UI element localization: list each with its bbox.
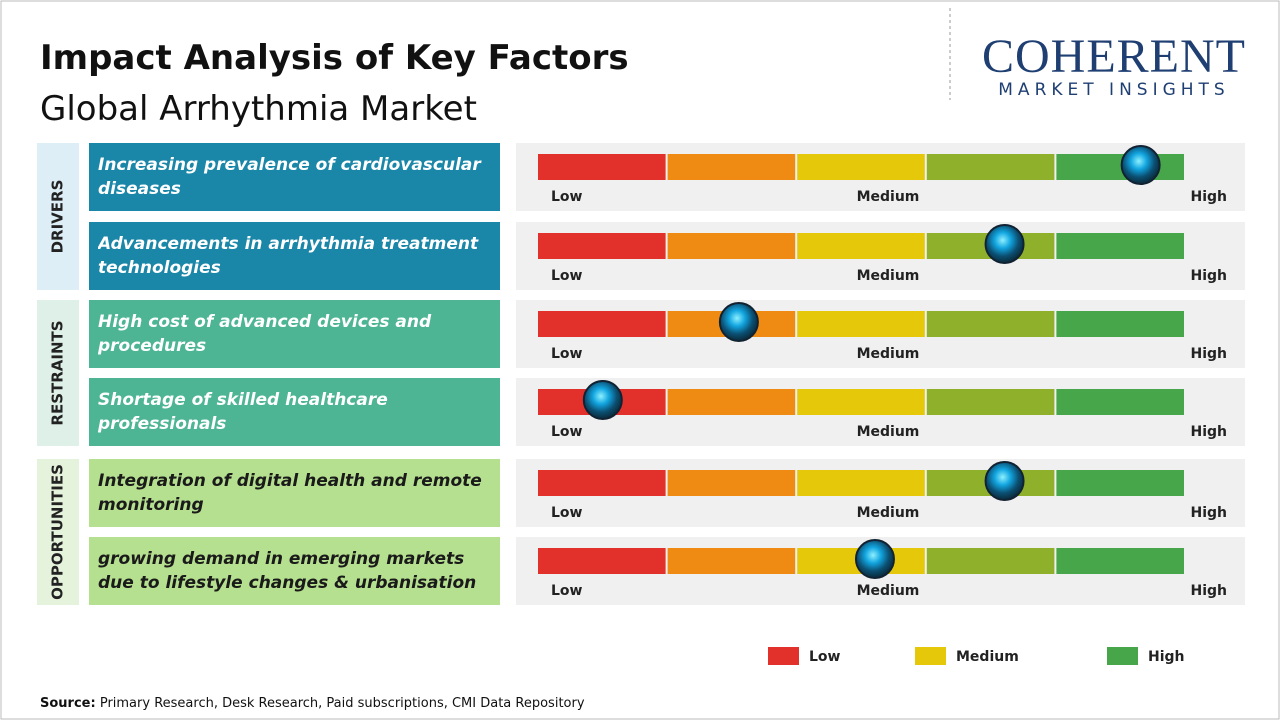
gauge-segment (1056, 470, 1184, 496)
gauge-segment (1056, 154, 1184, 180)
knob (854, 539, 895, 579)
knob (1120, 145, 1161, 185)
gauge-segment (667, 470, 796, 496)
gauge-segment (538, 548, 666, 574)
group-label: RESTRAINTS (49, 320, 67, 425)
scale-medium: Medium (857, 268, 920, 284)
gauge-segment (926, 548, 1055, 574)
knob (984, 461, 1025, 501)
factor-box (89, 143, 500, 211)
gauge-segment (797, 311, 925, 337)
scale-high: High (1190, 424, 1227, 440)
gauge-segment (538, 154, 666, 180)
legend-label: Medium (956, 649, 1019, 665)
scale-high: High (1190, 505, 1227, 521)
source-label: Source: (40, 696, 96, 711)
gauge-segment (1056, 548, 1184, 574)
group-box (37, 300, 79, 446)
factor-text: Shortage of skilled healthcare professio… (98, 390, 388, 434)
scale-high: High (1190, 268, 1227, 284)
gauge-segment (797, 470, 925, 496)
factor-text: High cost of advanced devices and proced… (98, 312, 432, 356)
logo-tagline: MARKET INSIGHTS (998, 80, 1229, 100)
factor-text: Integration of digital health and remote… (98, 471, 482, 515)
scale-low: Low (551, 189, 583, 205)
factor-text-box: Shortage of skilled healthcare professio… (98, 390, 388, 434)
factor-box (89, 378, 500, 446)
factor-text-box: Increasing prevalence of cardiovascular … (98, 155, 481, 199)
gauge-segment (1056, 233, 1184, 259)
knob (718, 302, 759, 342)
factor-text-box: Advancements in arrhythmia treatment tec… (98, 234, 479, 278)
legend-swatch (1107, 647, 1138, 665)
factor-text: Advancements in arrhythmia treatment tec… (98, 234, 479, 278)
scale-high: High (1190, 346, 1227, 362)
gauge-segment (926, 311, 1055, 337)
scale-high: High (1190, 583, 1227, 599)
factor-box (89, 537, 500, 605)
gauge-segment (667, 548, 796, 574)
gauge-segment (926, 389, 1055, 415)
legend-label: High (1148, 649, 1185, 665)
source: Source: Primary Research, Desk Research,… (40, 696, 585, 711)
scale-medium: Medium (857, 346, 920, 362)
scale-low: Low (551, 505, 583, 521)
factor-text: Increasing prevalence of cardiovascular … (98, 155, 481, 199)
logo-name: COHERENT (982, 30, 1246, 83)
scale-low: Low (551, 583, 583, 599)
factor-text-box: growing demand in emerging markets due t… (98, 549, 477, 593)
gauge-segment (926, 154, 1055, 180)
scale-medium: Medium (857, 505, 920, 521)
scale-medium: Medium (857, 424, 920, 440)
gauge-segment (797, 233, 925, 259)
gauge-segment (667, 154, 796, 180)
source-text: Primary Research, Desk Research, Paid su… (100, 696, 585, 711)
legend-swatch (915, 647, 946, 665)
group-label: OPPORTUNITIES (49, 464, 67, 600)
factor-box (89, 300, 500, 368)
factor-box (89, 459, 500, 527)
gauge-segment (538, 233, 666, 259)
scale-medium: Medium (857, 583, 920, 599)
gauge-segment (667, 233, 796, 259)
gauge-segment (797, 154, 925, 180)
group-box (37, 143, 79, 290)
scale-high: High (1190, 189, 1227, 205)
scale-low: Low (551, 268, 583, 284)
legend-swatch (768, 647, 799, 665)
gauge-segment (1056, 311, 1184, 337)
group-label: DRIVERS (49, 180, 67, 254)
gauge-segment (538, 470, 666, 496)
knob (582, 380, 623, 420)
factor-text-box: High cost of advanced devices and proced… (98, 312, 432, 356)
group-box (37, 459, 79, 605)
factor-text-box: Integration of digital health and remote… (98, 471, 482, 515)
gauge-segment (538, 311, 666, 337)
title: Impact Analysis of Key Factors (40, 38, 629, 78)
factor-text: growing demand in emerging markets due t… (98, 549, 477, 593)
scale-medium: Medium (857, 189, 920, 205)
knob (984, 224, 1025, 264)
scale-low: Low (551, 346, 583, 362)
gauge-segment (667, 389, 796, 415)
gauge-segment (1056, 389, 1184, 415)
factor-box (89, 222, 500, 290)
gauge-segment (797, 389, 925, 415)
legend-label: Low (809, 649, 841, 665)
subtitle: Global Arrhythmia Market (40, 89, 477, 129)
scale-low: Low (551, 424, 583, 440)
